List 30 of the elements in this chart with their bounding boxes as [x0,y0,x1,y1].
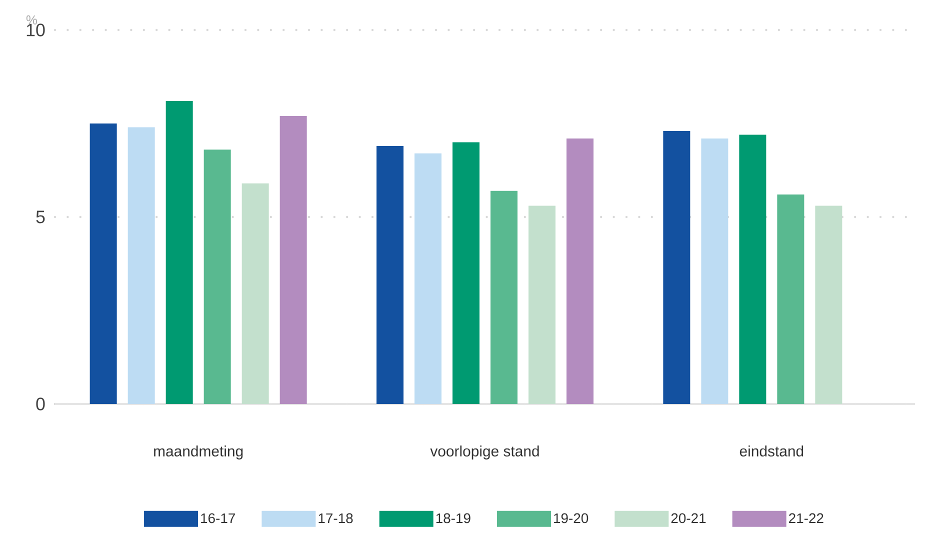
y-tick-label: 10 [26,24,45,36]
x-tick-label: voorlopige stand [430,446,539,460]
legend-label: 21-22 [789,513,824,524]
bar [663,130,690,404]
bar [701,138,728,404]
y-axis-title: % [26,15,38,24]
bar [490,190,518,404]
bar [242,183,269,404]
y-tick-label: 0 [36,398,45,410]
bar [166,101,193,404]
bar [376,146,404,404]
x-tick-label: eindstand [740,446,804,456]
legend-label: 19-20 [554,513,588,524]
legend-label: 17-18 [318,513,353,524]
bar [452,142,480,404]
bar [777,194,804,404]
legend-label: 16-17 [201,513,235,524]
bar [204,150,231,404]
legend-label: 20-21 [671,513,706,524]
x-tick-label: maandmeting [154,446,243,460]
legend-label: 18-19 [436,513,470,524]
bar [128,127,155,404]
y-tick-label: 5 [36,210,45,224]
bar [739,134,766,404]
bar [414,153,442,404]
bar [280,116,307,404]
bar [566,138,594,404]
bar [528,206,556,404]
bar [815,206,842,404]
bar [90,123,117,404]
